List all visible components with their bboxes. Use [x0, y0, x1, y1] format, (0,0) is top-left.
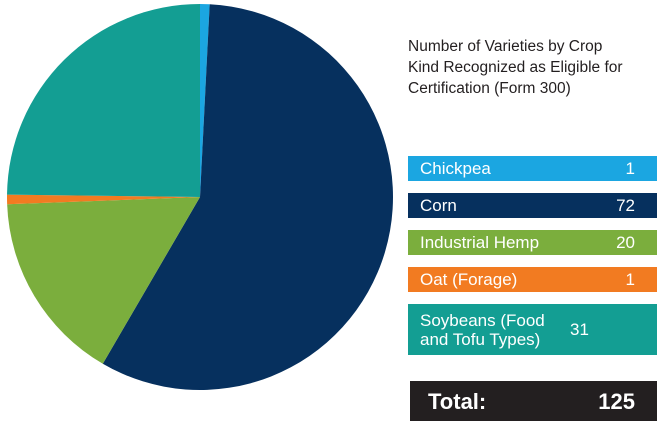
total-box: Total: 125: [410, 381, 657, 421]
legend-label: Corn: [420, 196, 457, 215]
legend-row: Chickpea 1: [408, 156, 657, 181]
legend-row: Oat (Forage) 1: [408, 267, 657, 292]
pie-slice: [7, 194, 201, 205]
legend-value: 1: [625, 159, 635, 178]
legend-value: 20: [616, 233, 635, 252]
total-label: Total:: [428, 389, 487, 414]
legend-row: Corn 72: [408, 193, 657, 218]
legend-label: Oat (Forage): [420, 270, 518, 289]
legend-label: Soybeans (Food and Tofu Types): [420, 310, 545, 349]
pie-slice: [7, 4, 200, 197]
legend-value: 31: [570, 320, 589, 339]
legend-label: Chickpea: [420, 159, 491, 178]
legend-row: Industrial Hemp 20: [408, 230, 657, 255]
legend-row: Soybeans (Food and Tofu Types) 31: [408, 304, 657, 355]
pie-slice: [102, 4, 394, 390]
pie-slice: [200, 4, 210, 197]
total-value: 125: [598, 389, 635, 414]
chart-title: Number of Varieties by Crop Kind Recogni…: [408, 38, 623, 97]
legend-label: Industrial Hemp: [420, 233, 540, 252]
legend-value: 1: [625, 270, 635, 289]
pie-slice: [7, 197, 201, 364]
pie-chart: [7, 4, 394, 390]
legend-value: 72: [616, 196, 635, 215]
